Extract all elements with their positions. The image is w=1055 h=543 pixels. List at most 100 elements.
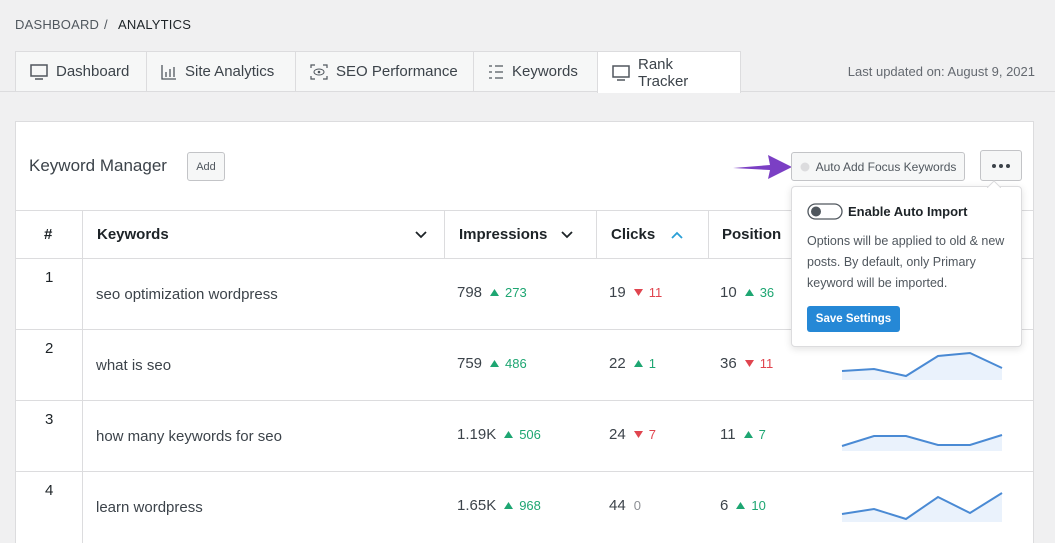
- metric-value: 6: [720, 497, 729, 514]
- header-label: Position: [722, 226, 782, 243]
- metric-change: 968: [519, 498, 541, 513]
- rank: 3: [45, 411, 54, 428]
- metric-value: 36: [720, 355, 737, 372]
- triangle: [744, 288, 754, 296]
- keyword: what is seo: [96, 357, 172, 374]
- column-header[interactable]: Clicks: [611, 211, 683, 258]
- metric-change: 1: [648, 356, 656, 371]
- metric-value: 44: [609, 497, 626, 514]
- sparkline-line: [841, 492, 1003, 521]
- sparkline-line: [841, 351, 1003, 378]
- divider: [708, 211, 709, 258]
- change-arrow: [744, 288, 754, 296]
- sparkline: [841, 351, 1003, 380]
- divider: [16, 258, 1033, 259]
- button-label: Save Settings: [815, 313, 892, 325]
- tab-label: SEO Performance: [336, 63, 458, 80]
- add-button[interactable]: Add: [187, 152, 225, 181]
- position-cell: 10 36: [720, 284, 774, 301]
- sparkline: [841, 492, 1003, 522]
- change-arrow: [490, 288, 500, 296]
- row-divider: [16, 329, 1033, 330]
- change-arrow: [743, 430, 753, 438]
- metric-change: 0: [633, 498, 641, 513]
- metric-change: 36: [759, 285, 775, 300]
- row-divider: [16, 471, 1033, 472]
- breadcrumb-current: ANALYTICS: [118, 17, 192, 32]
- metric-change: 7: [758, 427, 766, 442]
- column-header[interactable]: Position: [722, 211, 781, 258]
- save-button[interactable]: Save Settings: [807, 306, 900, 332]
- change-arrow: [633, 288, 643, 296]
- metric-value: 798: [457, 284, 483, 301]
- divider: [16, 210, 1033, 211]
- change-arrow: [504, 430, 514, 438]
- sort-icon: [415, 230, 427, 238]
- impressions-cell: 1.65K 968: [457, 497, 541, 514]
- impressions-cell: 1.19K 506: [457, 426, 541, 443]
- divider: [596, 211, 597, 258]
- rank: 4: [45, 482, 54, 499]
- clicks-cell: 22 1: [609, 355, 656, 372]
- column-header[interactable]: Keywords: [97, 211, 427, 258]
- icon: [489, 64, 503, 79]
- clicks-cell: 44 0: [609, 497, 641, 514]
- triangle: [490, 359, 500, 367]
- rank: 1: [45, 269, 54, 286]
- tab-label: Site Analytics: [185, 63, 275, 80]
- metric-change: 506: [519, 427, 541, 442]
- toggle[interactable]: [807, 203, 843, 220]
- keyword: how many keywords for seo: [96, 428, 282, 445]
- change-arrow: [490, 359, 500, 367]
- change-arrow: [504, 501, 514, 509]
- tab[interactable]: Dashboard: [15, 51, 147, 91]
- metric-value: 1.65K: [457, 497, 497, 514]
- sparkline-area: [842, 435, 1002, 451]
- tab-divider: [0, 91, 1055, 92]
- column-header[interactable]: Impressions: [459, 211, 574, 258]
- triangle: [504, 430, 514, 438]
- breadcrumb-separator: /: [104, 17, 108, 32]
- header-label: Impressions: [459, 226, 548, 243]
- metric-change: 7: [648, 427, 656, 442]
- popup-description: Options will be applied to old & new pos…: [807, 234, 1005, 290]
- tab-label: Dashboard: [56, 63, 130, 80]
- change-arrow: [633, 430, 643, 438]
- sparkline-line: [841, 434, 1003, 447]
- metric-change: 10: [751, 498, 766, 513]
- divider: [82, 211, 83, 543]
- button-label: Add: [196, 160, 216, 173]
- divider: [444, 211, 445, 258]
- sparkline-area: [842, 493, 1002, 522]
- triangle: [504, 501, 514, 509]
- tab[interactable]: Site Analytics: [146, 51, 296, 91]
- metric-change: 11: [759, 356, 774, 371]
- tab[interactable]: SEO Performance: [295, 51, 474, 91]
- tab[interactable]: Keywords: [473, 51, 598, 91]
- keyword: learn wordpress: [96, 499, 203, 516]
- icon: [310, 63, 328, 80]
- breadcrumb-link[interactable]: DASHBOARD: [15, 17, 100, 32]
- icon: [992, 163, 1010, 168]
- change-arrow: [744, 359, 754, 367]
- sparkline: [841, 434, 1003, 451]
- triangle: [736, 501, 746, 509]
- icon: [612, 64, 630, 81]
- auto-add-button[interactable]: Auto Add Focus Keywords: [791, 152, 965, 181]
- metric-value: 11: [720, 426, 736, 443]
- metric-change: 486: [505, 356, 527, 371]
- header-label: #: [44, 226, 53, 243]
- more-button[interactable]: [980, 150, 1022, 181]
- card-title: Keyword Manager: [29, 156, 167, 175]
- metric-value: 1.19K: [457, 426, 497, 443]
- sort-icon: [561, 230, 574, 238]
- clicks-cell: 19 11: [609, 284, 662, 301]
- impressions-cell: 798 273: [457, 284, 527, 301]
- popup: Enable Auto Import Options will be appli…: [791, 180, 1022, 347]
- triangle: [633, 288, 643, 296]
- metric-value: 19: [609, 284, 626, 301]
- header-label: Clicks: [611, 226, 656, 243]
- tab[interactable]: Rank Tracker: [597, 51, 741, 93]
- icon: [30, 63, 48, 80]
- rank: 2: [45, 340, 54, 357]
